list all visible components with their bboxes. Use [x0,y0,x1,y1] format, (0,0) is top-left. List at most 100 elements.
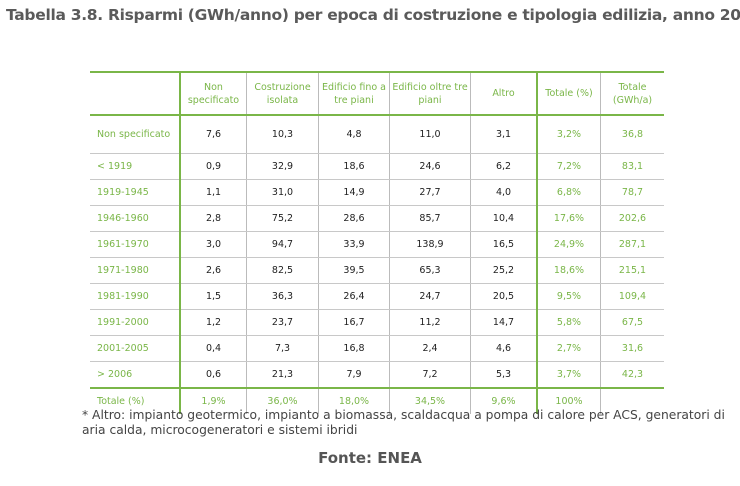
table-cell: 42,3 [600,361,664,389]
column-header: Altro [470,71,537,116]
table-cell: 10,4 [470,205,537,232]
table-title: Tabella 3.8. Risparmi (GWh/anno) per epo… [6,6,740,24]
table-cell: 0,6 [179,361,247,389]
table-row: 1946-1960 2,8 75,2 28,6 85,7 10,4 17,6% 202,6 [90,205,664,232]
table-cell: 5,8% [536,309,601,336]
table-cell: 16,5 [470,231,537,258]
table-cell: 36,3 [246,283,319,310]
column-header [90,71,181,116]
table-cell: 7,6 [179,115,247,154]
table-row: 1981-1990 1,5 36,3 26,4 24,7 20,5 9,5% 109,4 [90,283,664,310]
table-cell: 83,1 [600,153,664,180]
table-cell: 10,3 [246,115,319,154]
column-header: Edificio fino a tre piani [318,71,390,116]
table-row: 1971-1980 2,6 82,5 39,5 65,3 25,2 18,6% 215,1 [90,257,664,284]
table-cell: 31,0 [246,179,319,206]
table-row: 1919-1945 1,1 31,0 14,9 27,7 4,0 6,8% 78,7 [90,179,664,206]
table-cell: 31,6 [600,335,664,362]
table-cell: 287,1 [600,231,664,258]
column-header: Edificio oltre tre piani [389,71,471,116]
table-cell: 28,6 [318,205,390,232]
table-cell: 14,9 [318,179,390,206]
row-header: 1981-1990 [90,283,181,310]
row-header: 2001-2005 [90,335,181,362]
table-cell: 7,2% [536,153,601,180]
table-row: < 1919 0,9 32,9 18,6 24,6 6,2 7,2% 83,1 [90,153,664,180]
table-cell: 9,5% [536,283,601,310]
table-cell: 25,2 [470,257,537,284]
table-cell: 33,9 [318,231,390,258]
row-header: 1946-1960 [90,205,181,232]
table-cell: 0,9 [179,153,247,180]
table-row: 2001-2005 0,4 7,3 16,8 2,4 4,6 2,7% 31,6 [90,335,664,362]
table-cell: 2,6 [179,257,247,284]
table-cell: 6,8% [536,179,601,206]
table-cell: 27,7 [389,179,471,206]
table-cell: 24,6 [389,153,471,180]
table-cell: 1,1 [179,179,247,206]
table-cell: 24,7 [389,283,471,310]
table-cell: 4,6 [470,335,537,362]
table-cell: 11,2 [389,309,471,336]
table-cell: 23,7 [246,309,319,336]
table-cell: 3,7% [536,361,601,389]
table-cell: 17,6% [536,205,601,232]
table-row: 1991-2000 1,2 23,7 16,7 11,2 14,7 5,8% 67,5 [90,309,664,336]
table-cell: 26,4 [318,283,390,310]
table-cell: 39,5 [318,257,390,284]
table-cell: 21,3 [246,361,319,389]
table-row: > 2006 0,6 21,3 7,9 7,2 5,3 3,7% 42,3 [90,361,664,389]
table-cell: 85,7 [389,205,471,232]
table-cell: 75,2 [246,205,319,232]
row-header: 1961-1970 [90,231,181,258]
table-cell: 1,9% [179,387,247,414]
column-header: Non specificato [179,71,247,116]
table-cell: 3,2% [536,115,601,154]
row-header: Totale (%) [90,387,181,414]
table-cell: 215,1 [600,257,664,284]
table-cell: 7,9 [318,361,390,389]
table-cell: 67,5 [600,309,664,336]
table-cell: 78,7 [600,179,664,206]
table-cell: 36,8 [600,115,664,154]
table-cell: 100% [536,387,601,414]
table-cell: 4,0 [470,179,537,206]
table-cell: 2,8 [179,205,247,232]
table-cell: 18,0% [318,387,390,414]
table-cell: 3,0 [179,231,247,258]
table-row: Non specificato 7,6 10,3 4,8 11,0 3,1 3,2% 36,8 [90,115,664,154]
table-cell: 11,0 [389,115,471,154]
table-cell: 138,9 [389,231,471,258]
table-cell: 16,8 [318,335,390,362]
row-header: 1991-2000 [90,309,181,336]
row-header: > 2006 [90,361,181,389]
row-header: 1919-1945 [90,179,181,206]
table-cell: 1,5 [179,283,247,310]
table-cell: 36,0% [246,387,319,414]
table-cell: 24,9% [536,231,601,258]
table-cell: 32,9 [246,153,319,180]
row-header: 1971-1980 [90,257,181,284]
table-cell: 20,5 [470,283,537,310]
table-cell: 4,8 [318,115,390,154]
table-cell: 1,2 [179,309,247,336]
savings-table: Non specificato Costruzione isolata Edific… [90,71,664,414]
table-cell: 18,6 [318,153,390,180]
table-cell: 65,3 [389,257,471,284]
source: Fonte: ENEA [318,449,422,467]
table-cell: 2,4 [389,335,471,362]
table-cell [600,387,664,414]
row-header: < 1919 [90,153,181,180]
column-header: Costruzione isolata [246,71,319,116]
total-row: Totale (%) 1,9% 36,0% 18,0% 34,5% 9,6% 100% [90,387,664,414]
table-cell: 6,2 [470,153,537,180]
table-cell: 109,4 [600,283,664,310]
table-cell: 2,7% [536,335,601,362]
column-header: Totale (%) [536,71,601,116]
table-cell: 5,3 [470,361,537,389]
column-header: Totale (GWh/a) [600,71,664,116]
table-cell: 7,2 [389,361,471,389]
table-cell: 18,6% [536,257,601,284]
table-cell: 94,7 [246,231,319,258]
table-cell: 0,4 [179,335,247,362]
